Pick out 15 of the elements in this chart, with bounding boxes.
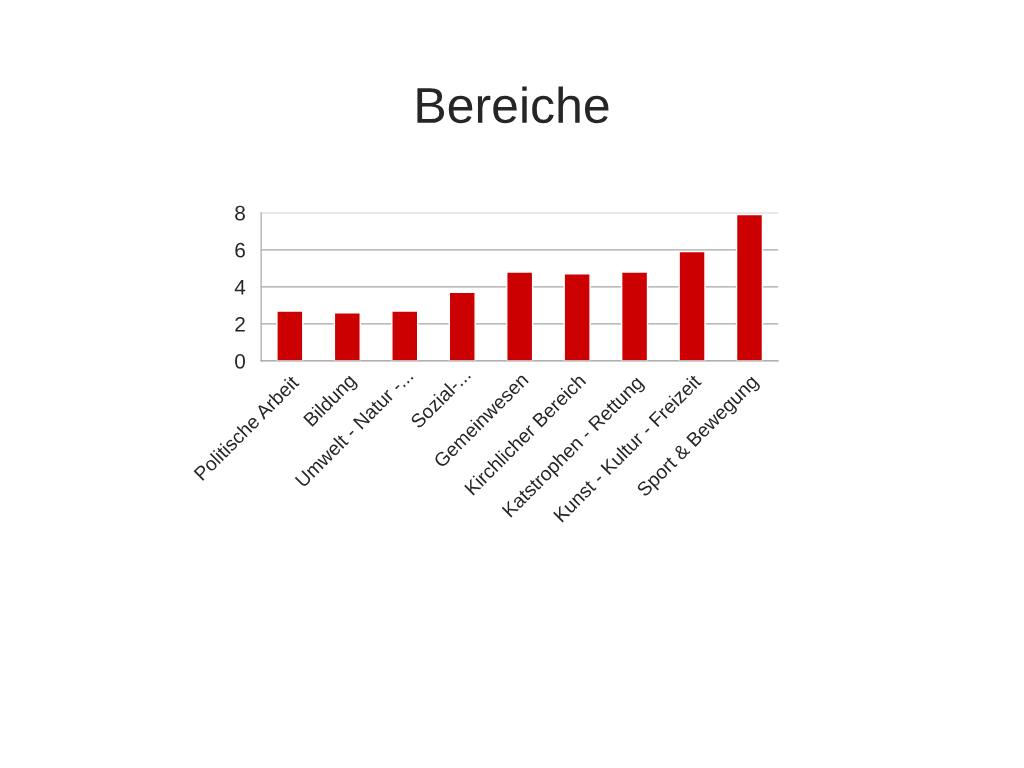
bar bbox=[506, 271, 534, 361]
bar bbox=[333, 312, 361, 361]
bar bbox=[563, 273, 591, 361]
chart-title: Bereiche bbox=[417, 86, 609, 124]
y-tick-label: 4 bbox=[234, 280, 246, 295]
bar bbox=[735, 213, 764, 361]
bar bbox=[391, 310, 419, 361]
y-tick-label: 8 bbox=[235, 205, 245, 221]
bar bbox=[620, 271, 649, 361]
bar bbox=[678, 250, 706, 361]
bar bbox=[276, 310, 304, 361]
y-tick-label: 6 bbox=[235, 242, 245, 258]
y-tick-label: 0 bbox=[235, 353, 246, 369]
y-tick-label: 2 bbox=[235, 316, 245, 332]
bar bbox=[448, 291, 476, 361]
